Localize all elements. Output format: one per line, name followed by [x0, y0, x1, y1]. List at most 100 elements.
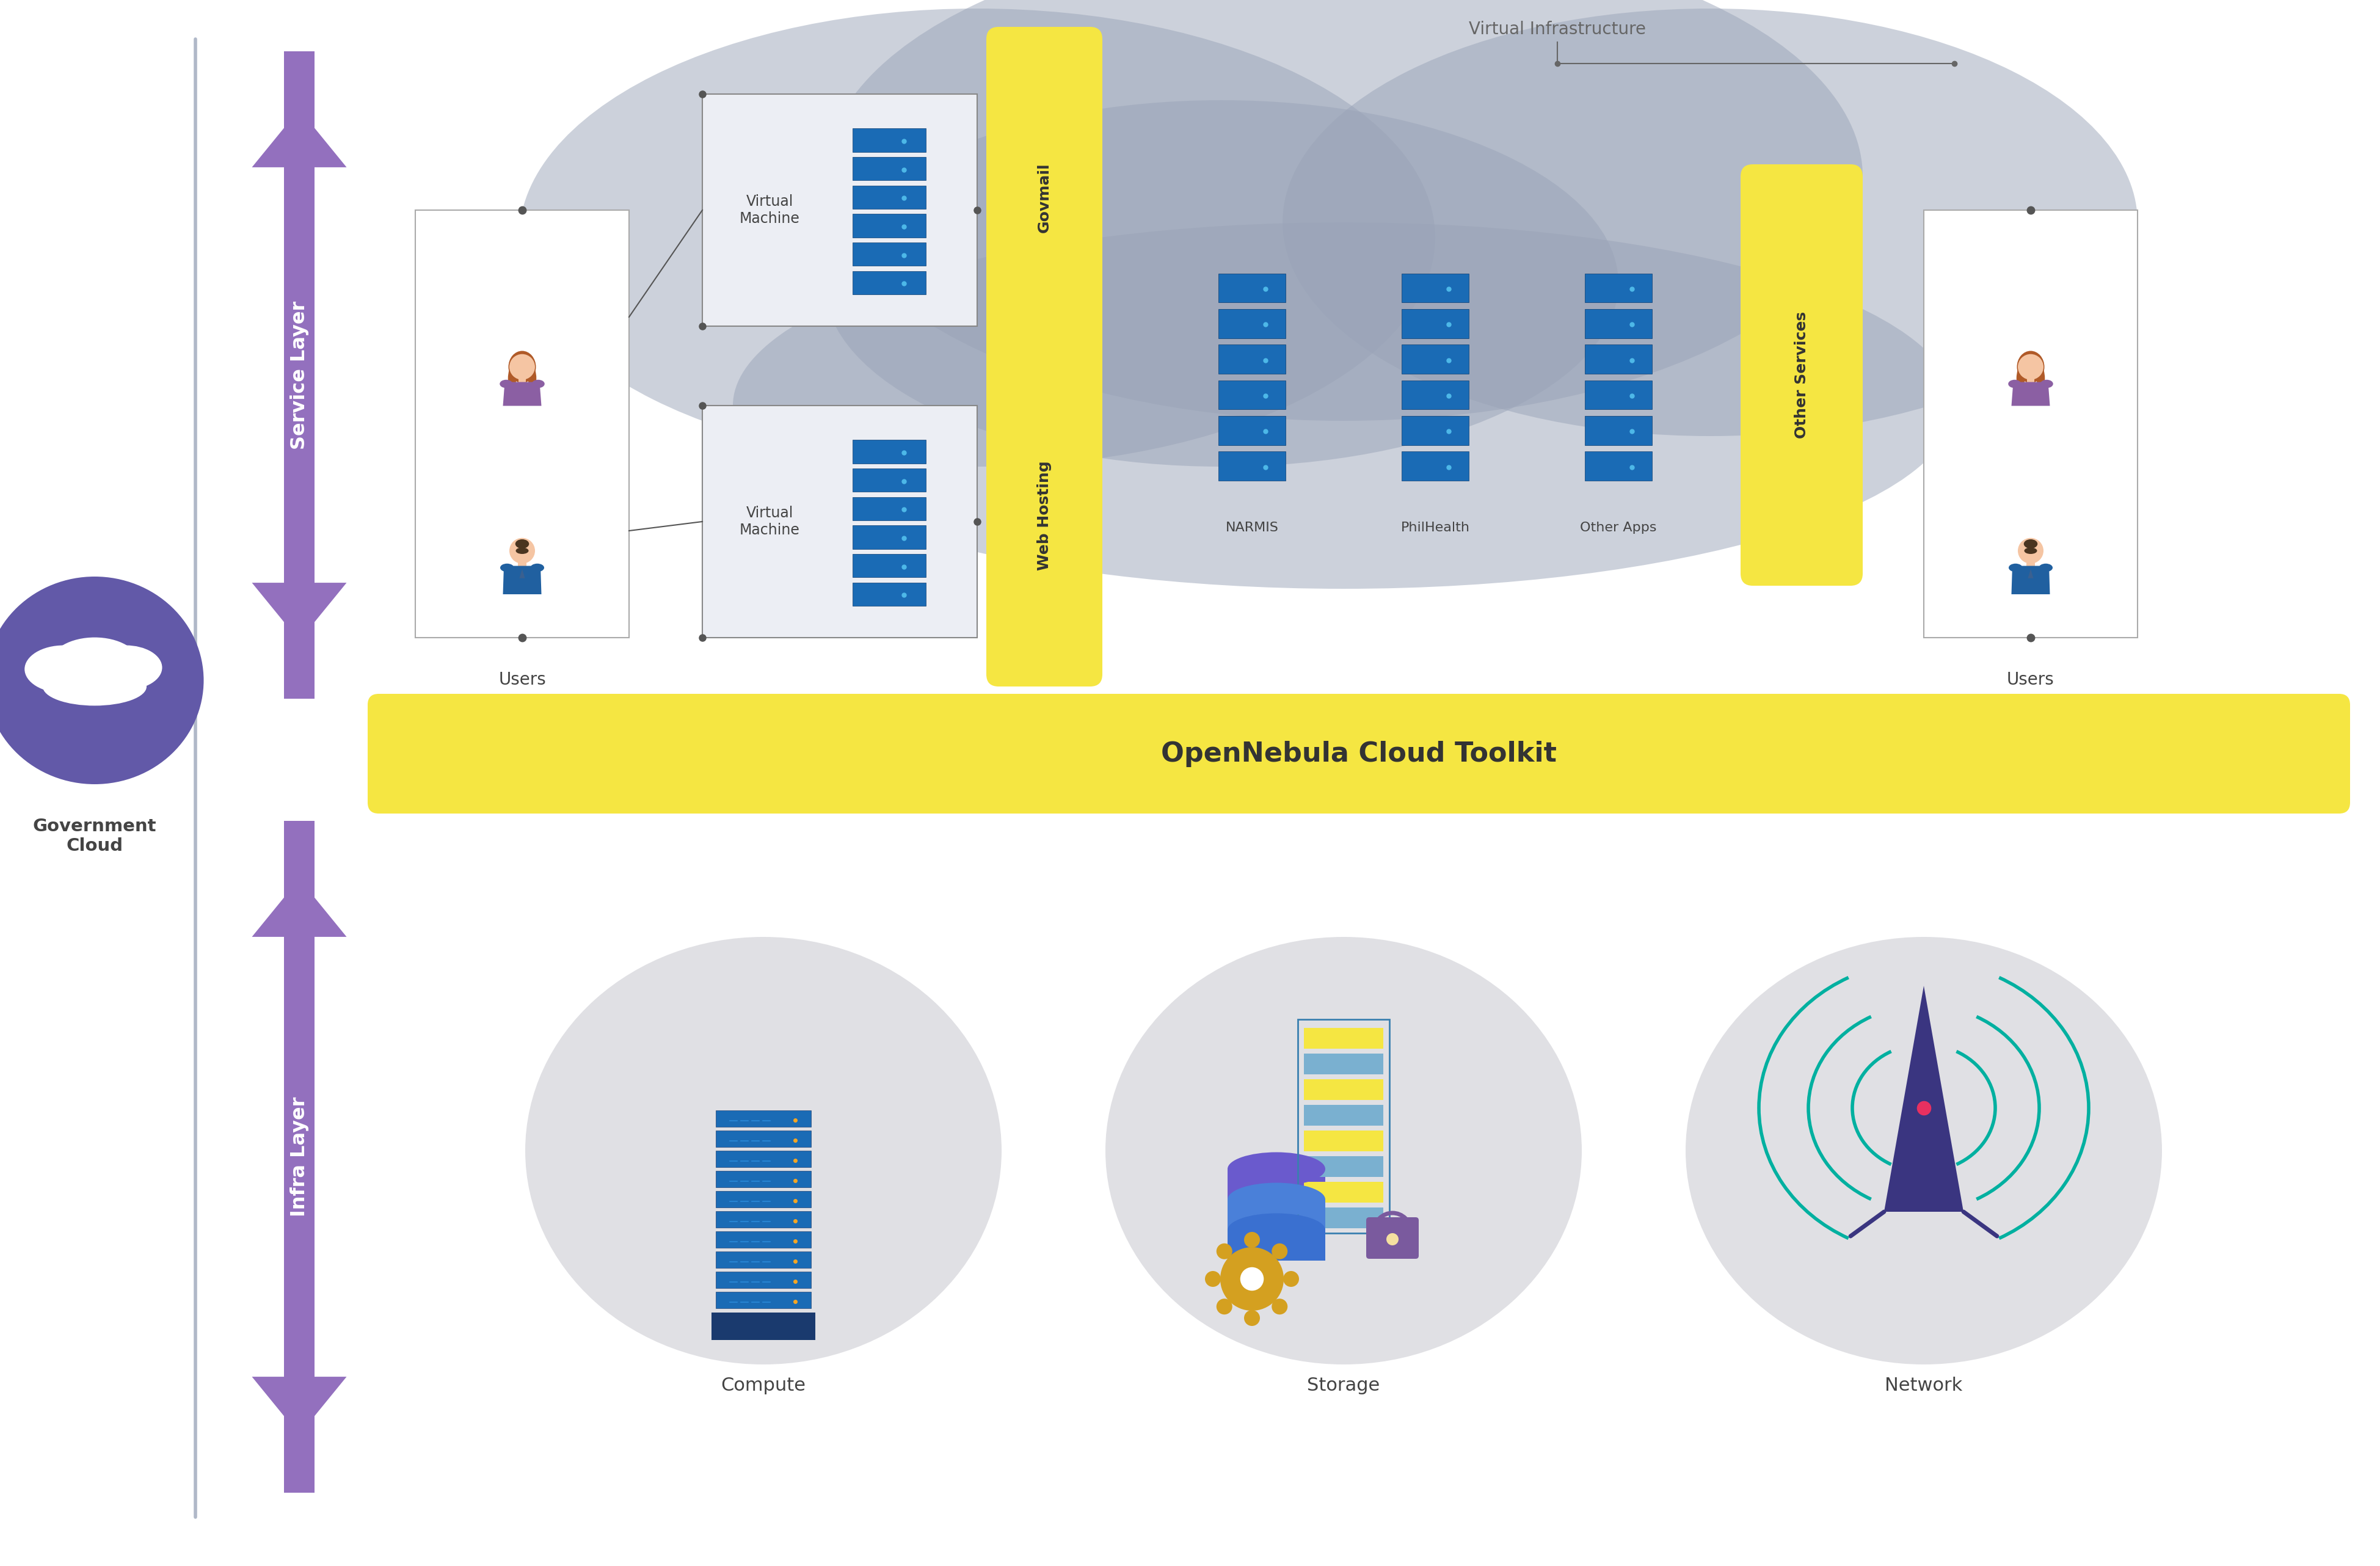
Ellipse shape — [2009, 379, 2021, 388]
Ellipse shape — [2016, 351, 2044, 384]
FancyBboxPatch shape — [1402, 345, 1468, 374]
FancyBboxPatch shape — [852, 128, 926, 152]
Circle shape — [1216, 1298, 1233, 1314]
FancyBboxPatch shape — [1366, 1217, 1418, 1259]
Circle shape — [2018, 539, 2044, 564]
FancyBboxPatch shape — [1304, 1156, 1383, 1178]
Text: Govmail: Govmail — [1038, 163, 1052, 233]
FancyBboxPatch shape — [1585, 274, 1652, 302]
Circle shape — [1283, 1272, 1299, 1287]
Ellipse shape — [1228, 1153, 1326, 1185]
Ellipse shape — [0, 576, 205, 785]
FancyBboxPatch shape — [716, 1292, 812, 1308]
FancyBboxPatch shape — [716, 1192, 812, 1207]
Ellipse shape — [24, 645, 102, 694]
FancyBboxPatch shape — [716, 1110, 812, 1128]
FancyBboxPatch shape — [1402, 274, 1468, 302]
Ellipse shape — [528, 366, 536, 390]
FancyBboxPatch shape — [2028, 373, 2035, 382]
FancyArrow shape — [252, 879, 347, 936]
Circle shape — [1216, 1243, 1233, 1259]
Circle shape — [2018, 354, 2044, 379]
FancyBboxPatch shape — [414, 210, 628, 637]
Ellipse shape — [500, 564, 514, 572]
Text: OpenNebula Cloud Toolkit: OpenNebula Cloud Toolkit — [1161, 741, 1557, 767]
Ellipse shape — [2023, 539, 2037, 548]
FancyBboxPatch shape — [852, 271, 926, 294]
Text: Network: Network — [1885, 1377, 1963, 1394]
FancyBboxPatch shape — [852, 496, 926, 520]
Circle shape — [509, 539, 536, 564]
FancyBboxPatch shape — [716, 1171, 812, 1187]
Text: Users: Users — [2006, 672, 2054, 689]
FancyBboxPatch shape — [1304, 1131, 1383, 1151]
Text: Storage: Storage — [1307, 1377, 1380, 1394]
Circle shape — [509, 354, 536, 379]
FancyBboxPatch shape — [1585, 451, 1652, 481]
Text: NARMIS: NARMIS — [1226, 521, 1278, 534]
Ellipse shape — [507, 366, 516, 390]
FancyBboxPatch shape — [1304, 1079, 1383, 1099]
FancyBboxPatch shape — [1228, 1200, 1326, 1229]
FancyBboxPatch shape — [716, 1131, 812, 1146]
Text: Service Layer: Service Layer — [290, 301, 309, 449]
Ellipse shape — [519, 8, 1435, 467]
FancyBboxPatch shape — [712, 1312, 816, 1340]
FancyBboxPatch shape — [1219, 345, 1285, 374]
Ellipse shape — [2040, 379, 2054, 388]
Text: Virtual
Machine: Virtual Machine — [740, 194, 800, 226]
FancyBboxPatch shape — [1740, 164, 1864, 586]
FancyBboxPatch shape — [519, 556, 526, 565]
FancyBboxPatch shape — [2025, 556, 2035, 565]
FancyBboxPatch shape — [716, 1272, 812, 1289]
FancyBboxPatch shape — [1585, 417, 1652, 445]
Ellipse shape — [2037, 366, 2044, 390]
FancyBboxPatch shape — [1304, 1054, 1383, 1074]
FancyBboxPatch shape — [1304, 1207, 1383, 1228]
FancyBboxPatch shape — [985, 27, 1102, 370]
Text: Users: Users — [497, 672, 545, 689]
FancyBboxPatch shape — [852, 440, 926, 464]
Ellipse shape — [2025, 548, 2037, 554]
Text: Other Apps: Other Apps — [1580, 521, 1656, 534]
Polygon shape — [1885, 985, 1963, 1212]
Ellipse shape — [526, 936, 1002, 1364]
Ellipse shape — [1283, 8, 2137, 435]
FancyBboxPatch shape — [1923, 210, 2137, 637]
Ellipse shape — [50, 637, 138, 687]
FancyBboxPatch shape — [1585, 345, 1652, 374]
Circle shape — [1240, 1267, 1264, 1290]
Ellipse shape — [2040, 564, 2052, 572]
FancyBboxPatch shape — [852, 243, 926, 266]
FancyBboxPatch shape — [283, 110, 314, 698]
FancyBboxPatch shape — [1219, 451, 1285, 481]
FancyBboxPatch shape — [1585, 381, 1652, 409]
FancyBboxPatch shape — [1402, 309, 1468, 338]
FancyBboxPatch shape — [1402, 451, 1468, 481]
FancyBboxPatch shape — [985, 345, 1102, 686]
FancyBboxPatch shape — [283, 52, 314, 640]
FancyBboxPatch shape — [367, 694, 2349, 814]
FancyArrow shape — [252, 110, 347, 168]
FancyBboxPatch shape — [852, 468, 926, 492]
Ellipse shape — [1685, 936, 2161, 1364]
Circle shape — [1221, 1247, 1283, 1311]
FancyBboxPatch shape — [852, 583, 926, 606]
FancyBboxPatch shape — [852, 215, 926, 238]
FancyBboxPatch shape — [1228, 1229, 1326, 1261]
FancyBboxPatch shape — [1304, 1027, 1383, 1049]
Text: Virtual
Machine: Virtual Machine — [740, 506, 800, 537]
FancyBboxPatch shape — [283, 879, 314, 1492]
FancyBboxPatch shape — [852, 526, 926, 548]
FancyArrow shape — [252, 583, 347, 640]
FancyBboxPatch shape — [1228, 1168, 1326, 1200]
FancyBboxPatch shape — [716, 1211, 812, 1228]
FancyBboxPatch shape — [1585, 309, 1652, 338]
FancyBboxPatch shape — [1219, 381, 1285, 409]
Circle shape — [1271, 1298, 1288, 1314]
Circle shape — [1245, 1232, 1259, 1248]
FancyBboxPatch shape — [283, 821, 314, 1434]
Circle shape — [1204, 1272, 1221, 1287]
Ellipse shape — [516, 539, 528, 548]
Text: Government
Cloud: Government Cloud — [33, 817, 157, 855]
